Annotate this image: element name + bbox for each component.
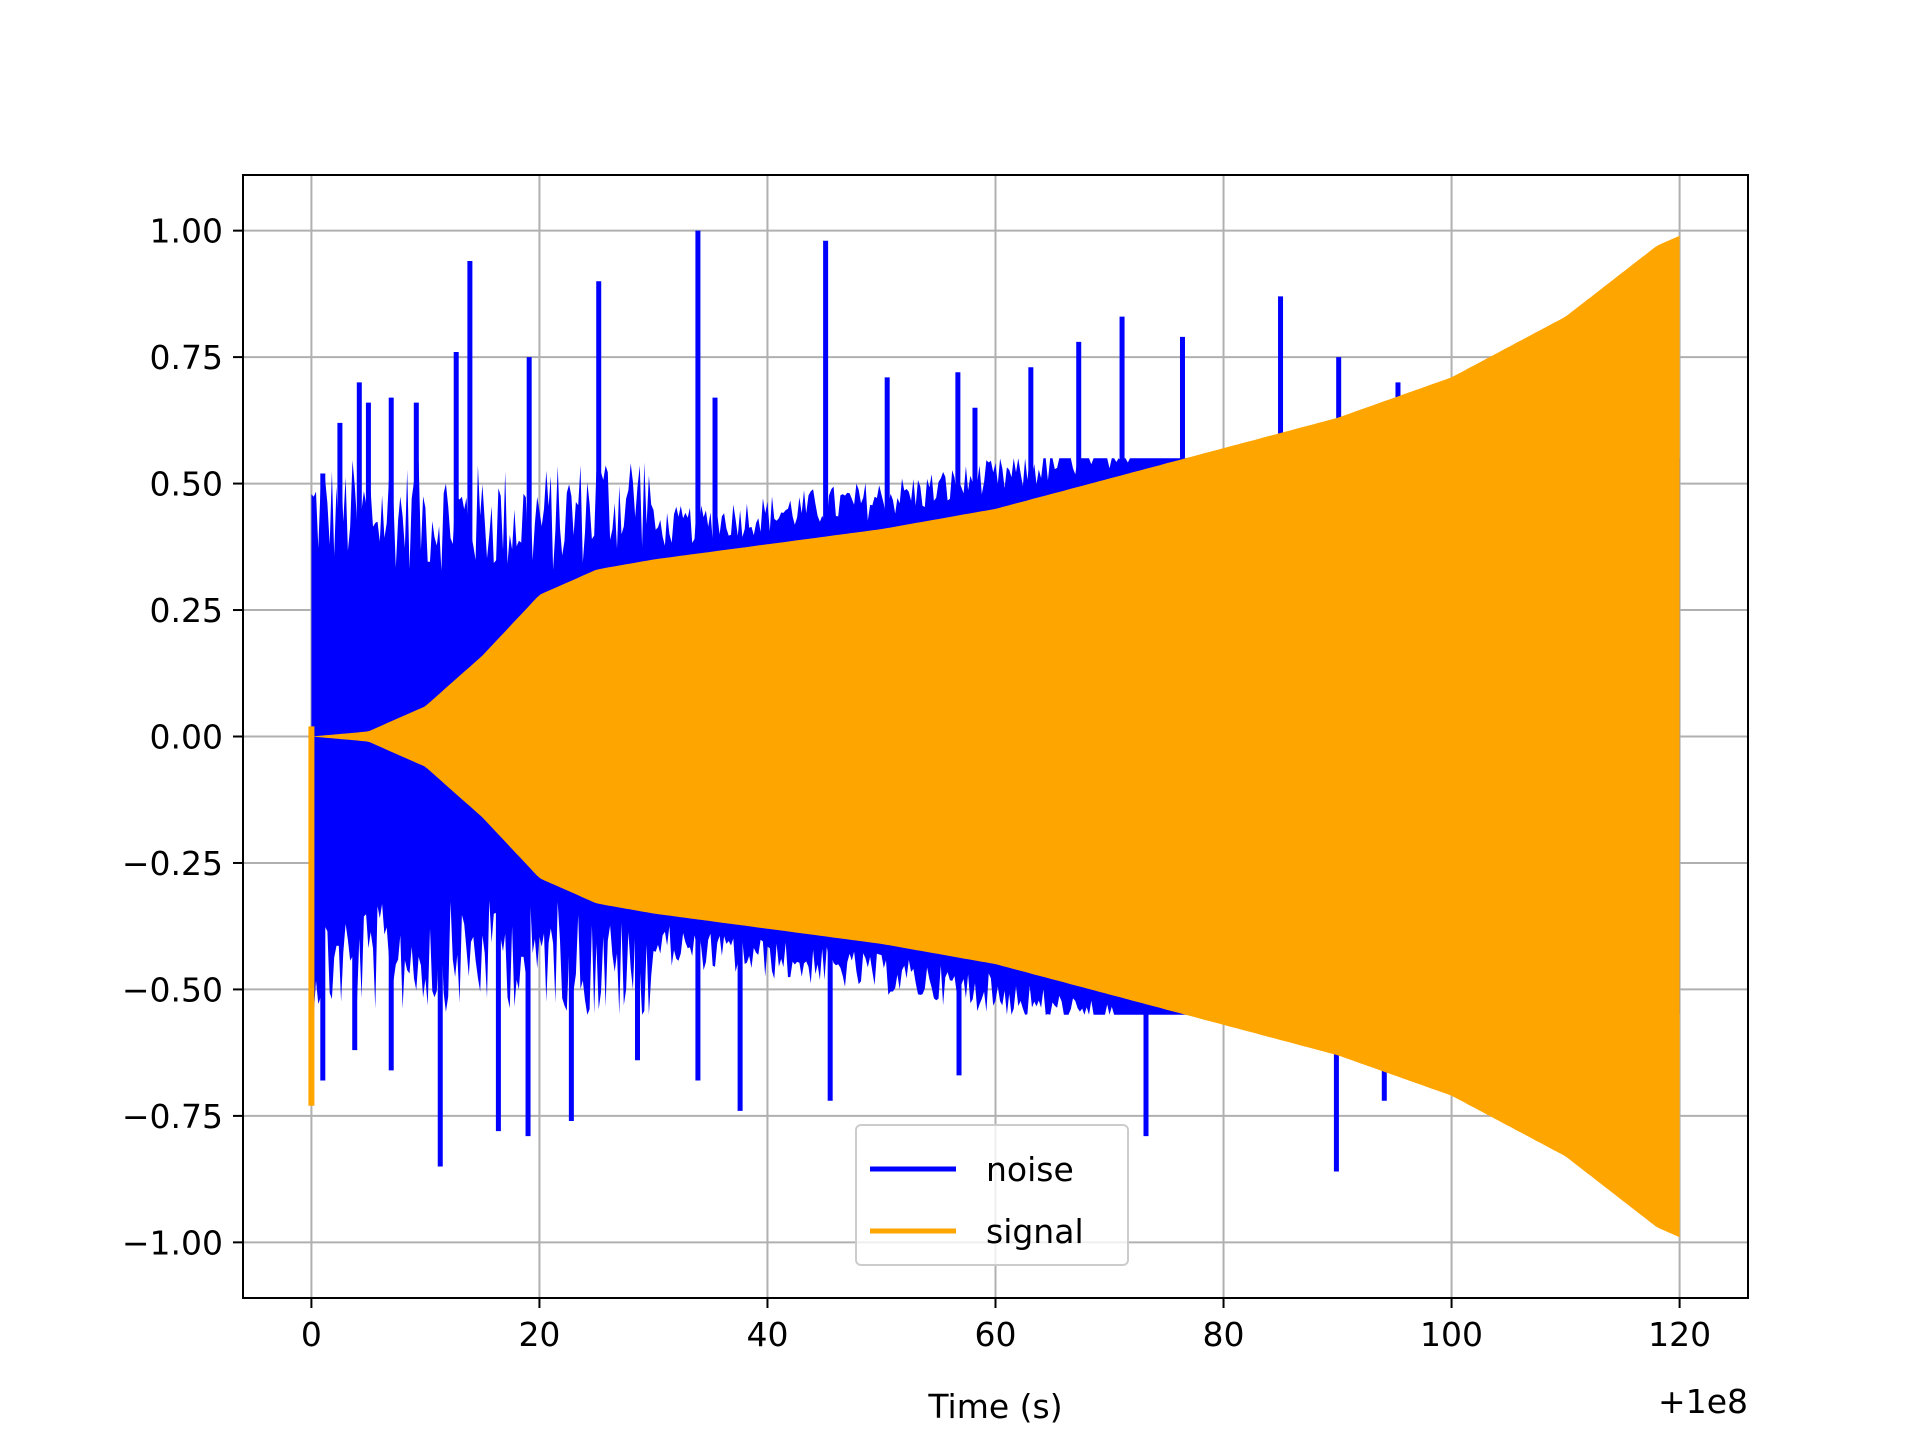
x-axis-ticks: 0 20 40 60 80 100 120 [301,1298,1711,1354]
x-tick-label: 100 [1420,1315,1483,1354]
y-tick-label: −0.75 [122,1097,223,1136]
y-tick-label: 0.25 [150,591,223,630]
y-tick-label: 0.75 [150,338,223,377]
x-axis-offset-label: +1e8 [1658,1382,1748,1421]
legend-signal-label: signal [986,1212,1084,1251]
x-tick-label: 60 [975,1315,1017,1354]
x-axis-label: Time (s) [927,1387,1062,1426]
signal-series-band [311,235,1680,1238]
y-axis-ticks: 1.00 0.75 0.50 0.25 0.00 −0.25 −0.50 −0.75 −1.00 [122,212,243,1262]
legend-noise-label: noise [986,1150,1074,1189]
x-tick-label: 0 [301,1315,322,1354]
y-tick-label: 1.00 [150,212,223,251]
y-tick-label: −1.00 [122,1223,223,1262]
x-tick-label: 120 [1648,1315,1711,1354]
x-tick-label: 40 [746,1315,788,1354]
y-tick-label: 0.50 [150,465,223,504]
y-tick-label: −0.25 [122,844,223,883]
x-tick-label: 80 [1203,1315,1245,1354]
legend: noise signal [855,1124,1129,1266]
y-tick-label: −0.50 [122,970,223,1009]
plot-area [308,230,1680,1238]
y-tick-label: 0.00 [150,718,223,757]
x-tick-label: 20 [518,1315,560,1354]
